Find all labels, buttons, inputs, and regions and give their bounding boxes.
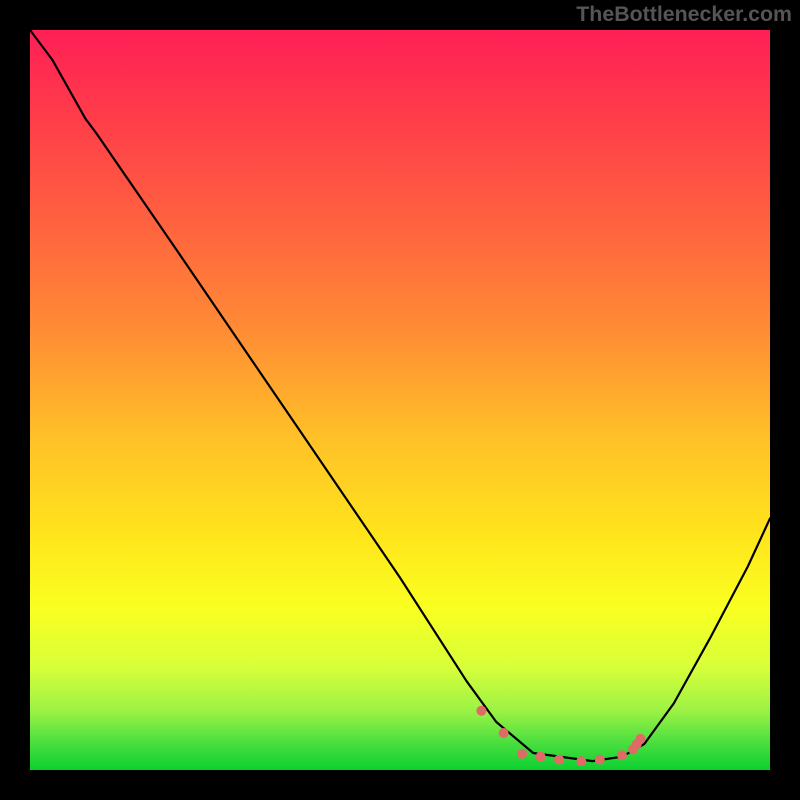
curve-marker bbox=[476, 706, 486, 716]
chart-svg bbox=[0, 0, 800, 800]
curve-marker bbox=[617, 750, 627, 760]
curve-marker bbox=[536, 752, 546, 762]
plot-area bbox=[30, 30, 770, 770]
chart-container: { "watermark": { "text": "TheBottlenecke… bbox=[0, 0, 800, 800]
curve-marker bbox=[554, 755, 564, 765]
watermark-text: TheBottlenecker.com bbox=[576, 2, 792, 27]
curve-marker bbox=[517, 749, 527, 759]
curve-marker bbox=[576, 756, 586, 766]
curve-marker bbox=[595, 755, 605, 765]
curve-marker bbox=[636, 734, 646, 744]
curve-marker bbox=[499, 728, 509, 738]
